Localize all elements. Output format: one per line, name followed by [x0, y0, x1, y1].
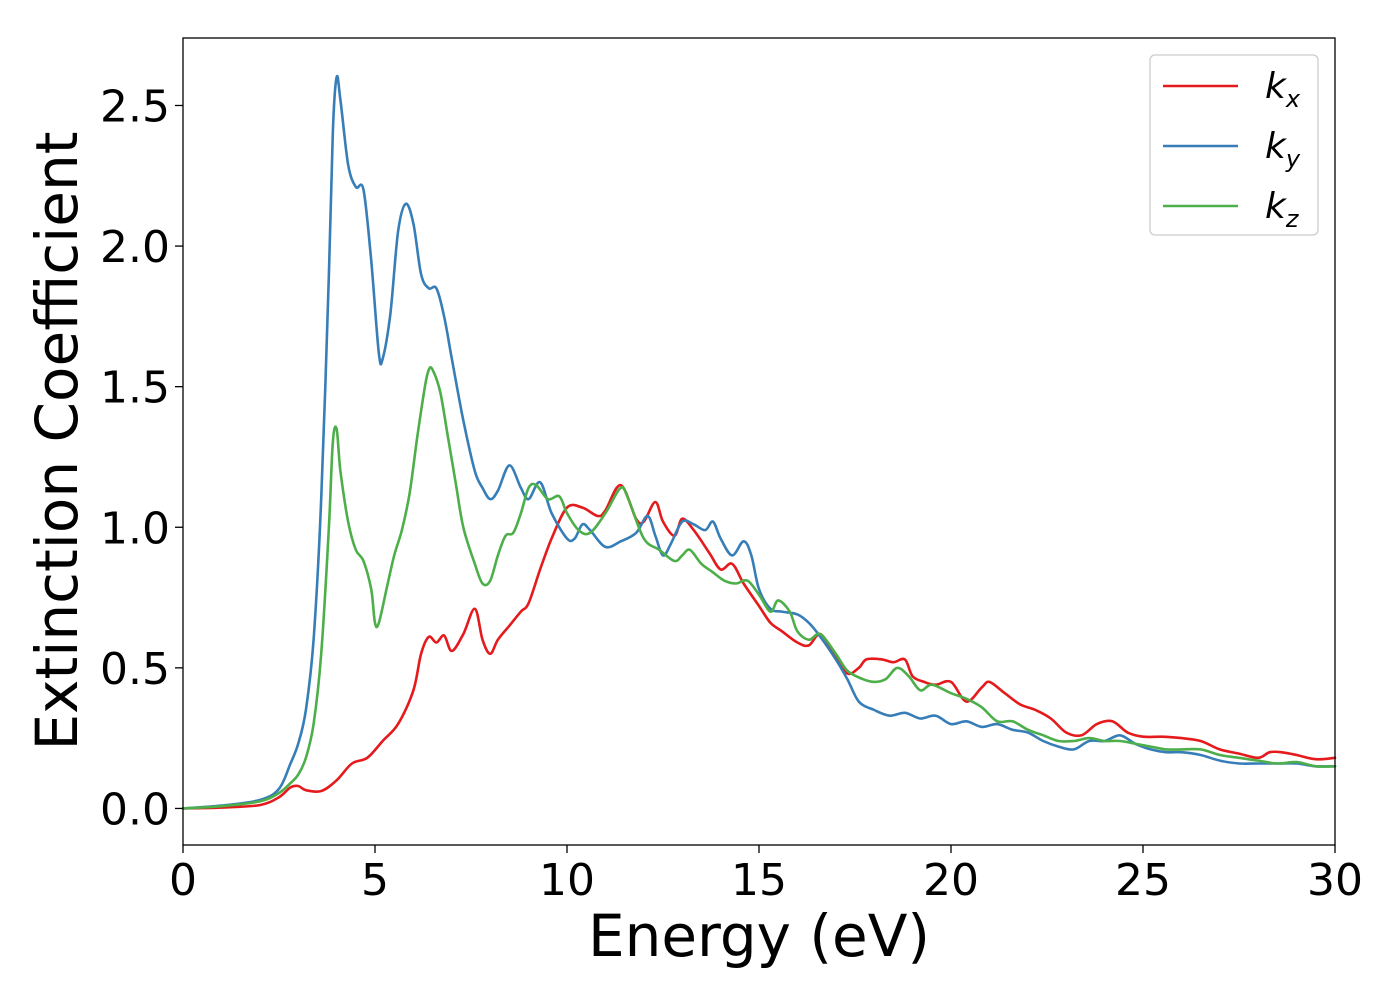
series-line-ky	[181, 74, 1337, 810]
series-line-kx	[181, 483, 1337, 810]
y-tick-label: 2.5	[100, 81, 170, 132]
legend-label-kx: kx	[1265, 66, 1301, 113]
x-tick-label: 25	[1115, 855, 1171, 906]
legend-label-ky: ky	[1265, 126, 1301, 173]
series-line-kz	[181, 366, 1337, 810]
x-tick-label: 30	[1307, 855, 1363, 906]
x-tick-label: 15	[731, 855, 787, 906]
x-tick-label: 0	[169, 855, 197, 906]
x-axis-ticks: 0 5 10 15 20 25 30	[169, 845, 1363, 906]
y-axis-ticks: 0.0 0.5 1.0 1.5 2.0 2.5	[100, 81, 183, 835]
x-axis-label: Energy (eV)	[588, 902, 930, 970]
y-tick-label: 0.5	[100, 644, 170, 695]
y-tick-label: 1.0	[100, 503, 170, 554]
y-tick-label: 0.0	[100, 784, 170, 835]
series-layer	[181, 74, 1337, 810]
x-tick-label: 5	[361, 855, 389, 906]
x-tick-label: 20	[923, 855, 979, 906]
legend: kx ky kz	[1149, 54, 1319, 236]
legend-label-kz: kz	[1265, 186, 1300, 233]
y-axis-label: Extinction Coefficient	[23, 132, 91, 751]
y-tick-label: 2.0	[100, 222, 170, 273]
y-tick-label: 1.5	[100, 363, 170, 414]
legend-entries: kx ky kz	[1163, 66, 1301, 233]
x-tick-label: 10	[539, 855, 595, 906]
